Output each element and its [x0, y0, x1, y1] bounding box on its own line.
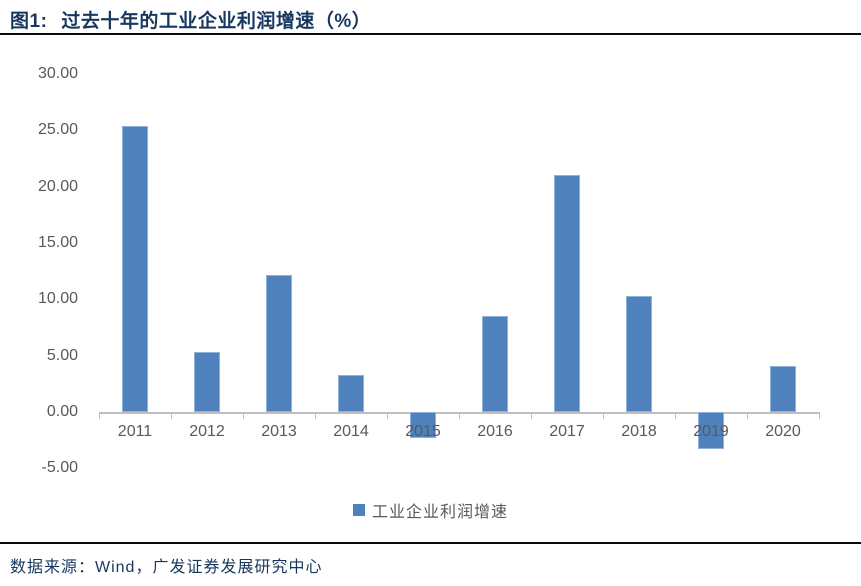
x-axis-label: 2012	[189, 423, 225, 440]
bar-chart: 30.00 25.00 20.00 15.00 10.00 5.00 0.00 -5.00 20…	[0, 55, 861, 495]
x-axis-label: 2016	[477, 423, 513, 440]
y-axis-label: 15.00	[37, 233, 78, 251]
footer-divider	[0, 542, 861, 544]
bar-2018	[626, 295, 652, 412]
x-axis-tick	[531, 412, 532, 419]
x-axis-tick	[243, 412, 244, 419]
bar-2015	[410, 412, 436, 438]
x-axis-tick	[171, 412, 172, 419]
x-axis-tick	[387, 412, 388, 419]
x-axis-label: 2014	[333, 423, 369, 440]
x-axis-label: 2015	[405, 423, 441, 440]
y-axis-label: 5.00	[46, 346, 78, 364]
x-axis-tick	[675, 412, 676, 419]
legend-label: 工业企业利润增速	[371, 504, 508, 521]
data-source: 数据来源：Wind，广发证券发展研究中心	[10, 559, 323, 576]
figure-number: 图1:	[10, 11, 48, 32]
x-axis-tick	[459, 412, 460, 419]
x-axis-label: 2013	[261, 423, 297, 440]
x-axis-tick	[819, 412, 820, 419]
x-axis-tick	[315, 412, 316, 419]
bar-2012	[194, 352, 220, 412]
x-axis-label: 2017	[549, 423, 585, 440]
figure-title: 图1: 过去十年的工业企业利润增速（%）	[10, 6, 371, 33]
bar-2011	[122, 125, 148, 412]
legend-swatch-icon	[352, 504, 365, 516]
bar-2017	[554, 175, 580, 412]
y-axis-label: 20.00	[37, 177, 78, 195]
bar-2020	[770, 365, 796, 412]
x-axis-label: 2011	[117, 423, 153, 440]
title-divider	[0, 33, 861, 35]
x-axis-tick	[99, 412, 100, 419]
figure-title-text: 过去十年的工业企业利润增速（%）	[61, 11, 372, 32]
y-axis-label: 25.00	[37, 121, 78, 139]
y-axis-label: 10.00	[37, 290, 78, 308]
bar-2014	[338, 374, 364, 412]
y-axis-label: 0.00	[46, 403, 78, 420]
bar-2019	[698, 412, 724, 450]
x-axis-tick	[603, 412, 604, 419]
y-axis-label: 30.00	[37, 64, 78, 82]
bar-2016	[482, 316, 508, 412]
x-axis-label: 2019	[693, 423, 729, 440]
x-axis-tick	[747, 412, 748, 419]
x-axis-label: 2018	[621, 423, 657, 440]
x-axis-label: 2020	[765, 423, 801, 440]
y-axis-label: -5.00	[41, 459, 78, 477]
bar-2013	[266, 274, 292, 412]
chart-legend: 工业企业利润增速	[0, 498, 861, 522]
